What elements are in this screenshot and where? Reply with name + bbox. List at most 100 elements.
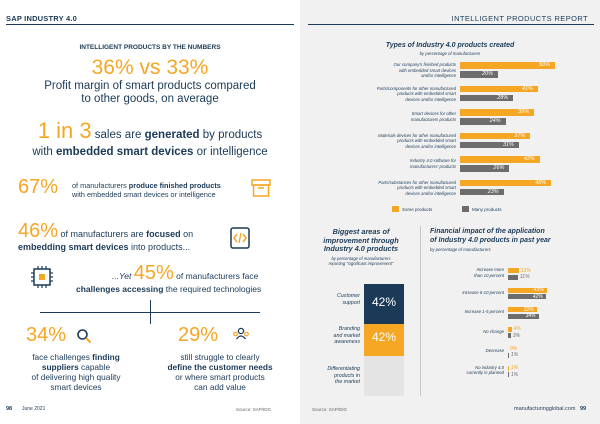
right-footer-source: Source: SAP/IDG: [312, 407, 348, 412]
fin-title-line1: Financial impact of the application: [430, 228, 545, 235]
legend-label-some: Some products: [402, 207, 433, 212]
stat5-line2-b: the required technologies: [163, 284, 262, 294]
types-bar-some-value: 41%: [521, 85, 533, 92]
divider-vertical: [150, 300, 151, 324]
stat7-line2: define the customer needs: [167, 362, 273, 372]
fin-bar-many: [508, 294, 546, 299]
fin-bar-many: [508, 372, 509, 377]
area-box-customer-support: [364, 284, 404, 324]
column-separator: [420, 226, 421, 396]
stat6-line1-a: face challenges: [32, 352, 93, 362]
stat4-text-c: on: [180, 229, 194, 239]
stat7-line1: still struggle to clearly: [180, 352, 260, 362]
types-row-label: Materials devices for other manufactured…: [378, 132, 456, 149]
right-header-rule: [308, 24, 594, 25]
area-label-2-line3: the market: [334, 379, 360, 385]
left-footer-date: June 2021: [22, 406, 46, 412]
stat5-line1: ...Yet 45% of manufacturers face: [112, 262, 258, 285]
fin-bar-many: [508, 333, 511, 338]
section-title: INTELLIGENT PRODUCTS BY THE NUMBERS: [79, 44, 221, 51]
area-label-2-line1: Differentiating: [327, 366, 360, 372]
types-row-label: Smart devices for other manufacturers pro…: [410, 111, 456, 122]
stat2-line2-b: embedded smart devices: [56, 146, 194, 158]
types-bar-some-value: 50%: [539, 62, 551, 69]
fin-bar-many-value: 1%: [510, 352, 519, 358]
fin-bar-some-value: 1%: [510, 365, 519, 371]
left-page-number: 98: [6, 406, 13, 412]
stat3-line1-a: of manufacturers: [72, 181, 129, 190]
fin-row-label: Increase 6-10 percent: [462, 289, 504, 295]
stat6-text: face challenges finding suppliers capabl…: [6, 352, 146, 392]
types-chart-subtitle: by percentage of manufacturers: [419, 51, 481, 56]
area-value-branding: 42%: [371, 330, 397, 344]
types-bar-some: [460, 132, 531, 139]
stat6-number: 34%: [26, 324, 67, 346]
right-footer-site: manufacturingglobal.com: [514, 406, 576, 412]
types-bar-many: [460, 71, 498, 78]
areas-subtitle: by percentage of manufacturers reporting…: [310, 256, 412, 266]
types-bar-some-value: 42%: [523, 156, 535, 163]
area-label-branding: Branding and market awareness: [320, 326, 361, 346]
stat1-text: Profit margin of smart products compared…: [0, 80, 300, 106]
area-box-branding: [364, 324, 404, 356]
areas-title: Biggest areas of improvement through Ind…: [310, 227, 412, 254]
right-page-number: 99: [580, 406, 587, 412]
stat4-line2-b: into products...: [128, 242, 191, 252]
fin-bar-some-value: 32%: [523, 306, 534, 313]
legend-swatch-many: [462, 206, 469, 212]
fin-row-label: Increase more than 10 percent: [474, 267, 504, 278]
stat7-line3: or where smart products: [175, 372, 265, 382]
fin-bar-some: [508, 268, 519, 273]
area-label-1-line3: awareness: [334, 339, 360, 345]
stat4-number: 46%: [18, 220, 59, 242]
types-bar-many-value: 28%: [497, 94, 509, 101]
types-bar-some-value: 37%: [514, 132, 526, 139]
stat6-line2-b: capable: [78, 362, 111, 372]
stat2-text-c: by products: [199, 129, 263, 141]
types-bar-many-value: 26%: [493, 165, 505, 172]
stat5-text: of manufacturers face: [173, 271, 259, 281]
areas-subtitle-line1: by percentage of manufacturers: [331, 256, 391, 261]
stat2-number: 1 in 3: [37, 118, 92, 143]
fin-row-label: No change: [483, 328, 504, 334]
fin-row-label: Increase 1-5 percent: [464, 309, 504, 314]
people-icon: [233, 327, 249, 340]
fin-bar-many: [508, 274, 518, 280]
types-bar-many-value: 24%: [489, 118, 501, 125]
area-box-differentiating: [364, 356, 404, 396]
legend-label-many: Many products: [472, 207, 502, 212]
area-label-1-line1: Branding: [338, 326, 360, 332]
fin-row-label: Decrease: [485, 348, 504, 353]
fin-bar-many-value: 1%: [510, 371, 519, 378]
types-chart-title: Types of Industry 4.0 products created: [385, 42, 515, 49]
types-bar-some: [460, 85, 538, 92]
left-page: SAP INDUSTRY 4.0 INTELLIGENT PRODUCTS BY…: [0, 14, 300, 412]
stat3-line1-b: produce finished products: [128, 181, 221, 190]
types-bar-many-value: 20%: [482, 71, 494, 78]
types-bar-some: [460, 179, 552, 186]
stat2-text-b: generated: [144, 129, 200, 141]
fin-bar-many-value: 3%: [512, 332, 520, 339]
areas-title-line1: Biggest areas of: [332, 227, 390, 236]
right-header: INTELLIGENT PRODUCTS REPORT: [451, 14, 588, 23]
types-row-label: Parts/components for other manufactured p…: [376, 85, 456, 102]
types-bar-some: [460, 62, 555, 69]
fin-bar-some-value: 43%: [533, 287, 544, 293]
fin-title: Financial impact of the application of I…: [430, 228, 598, 245]
fin-bar-many: [508, 313, 539, 319]
fin-bar-some-value: 12%: [520, 267, 531, 274]
fin-bar-some: [508, 326, 512, 332]
stat5-line2: challenges accessing the required techno…: [76, 284, 261, 294]
types-bar-some: [460, 109, 535, 116]
stat2-line2-a: with: [32, 146, 57, 158]
stat3-line2: with embedded smart devices or intellige…: [72, 190, 216, 199]
fin-bar-some-value: 4%: [513, 326, 521, 332]
fin-title-line2: of Industry 4.0 products in past year: [430, 236, 551, 244]
fin-bar-many-value: 42%: [532, 293, 543, 300]
area-label-1-line2: and market: [333, 332, 361, 339]
stat6-line1-b: finding: [92, 352, 120, 362]
types-row-label: Industry 4.0 software for manufacturers' …: [409, 158, 456, 169]
stat3-number: 67%: [18, 176, 59, 198]
fin-bar-many-value: 11%: [519, 274, 530, 280]
stat3-text: of manufacturers produce finished produc…: [72, 181, 221, 199]
